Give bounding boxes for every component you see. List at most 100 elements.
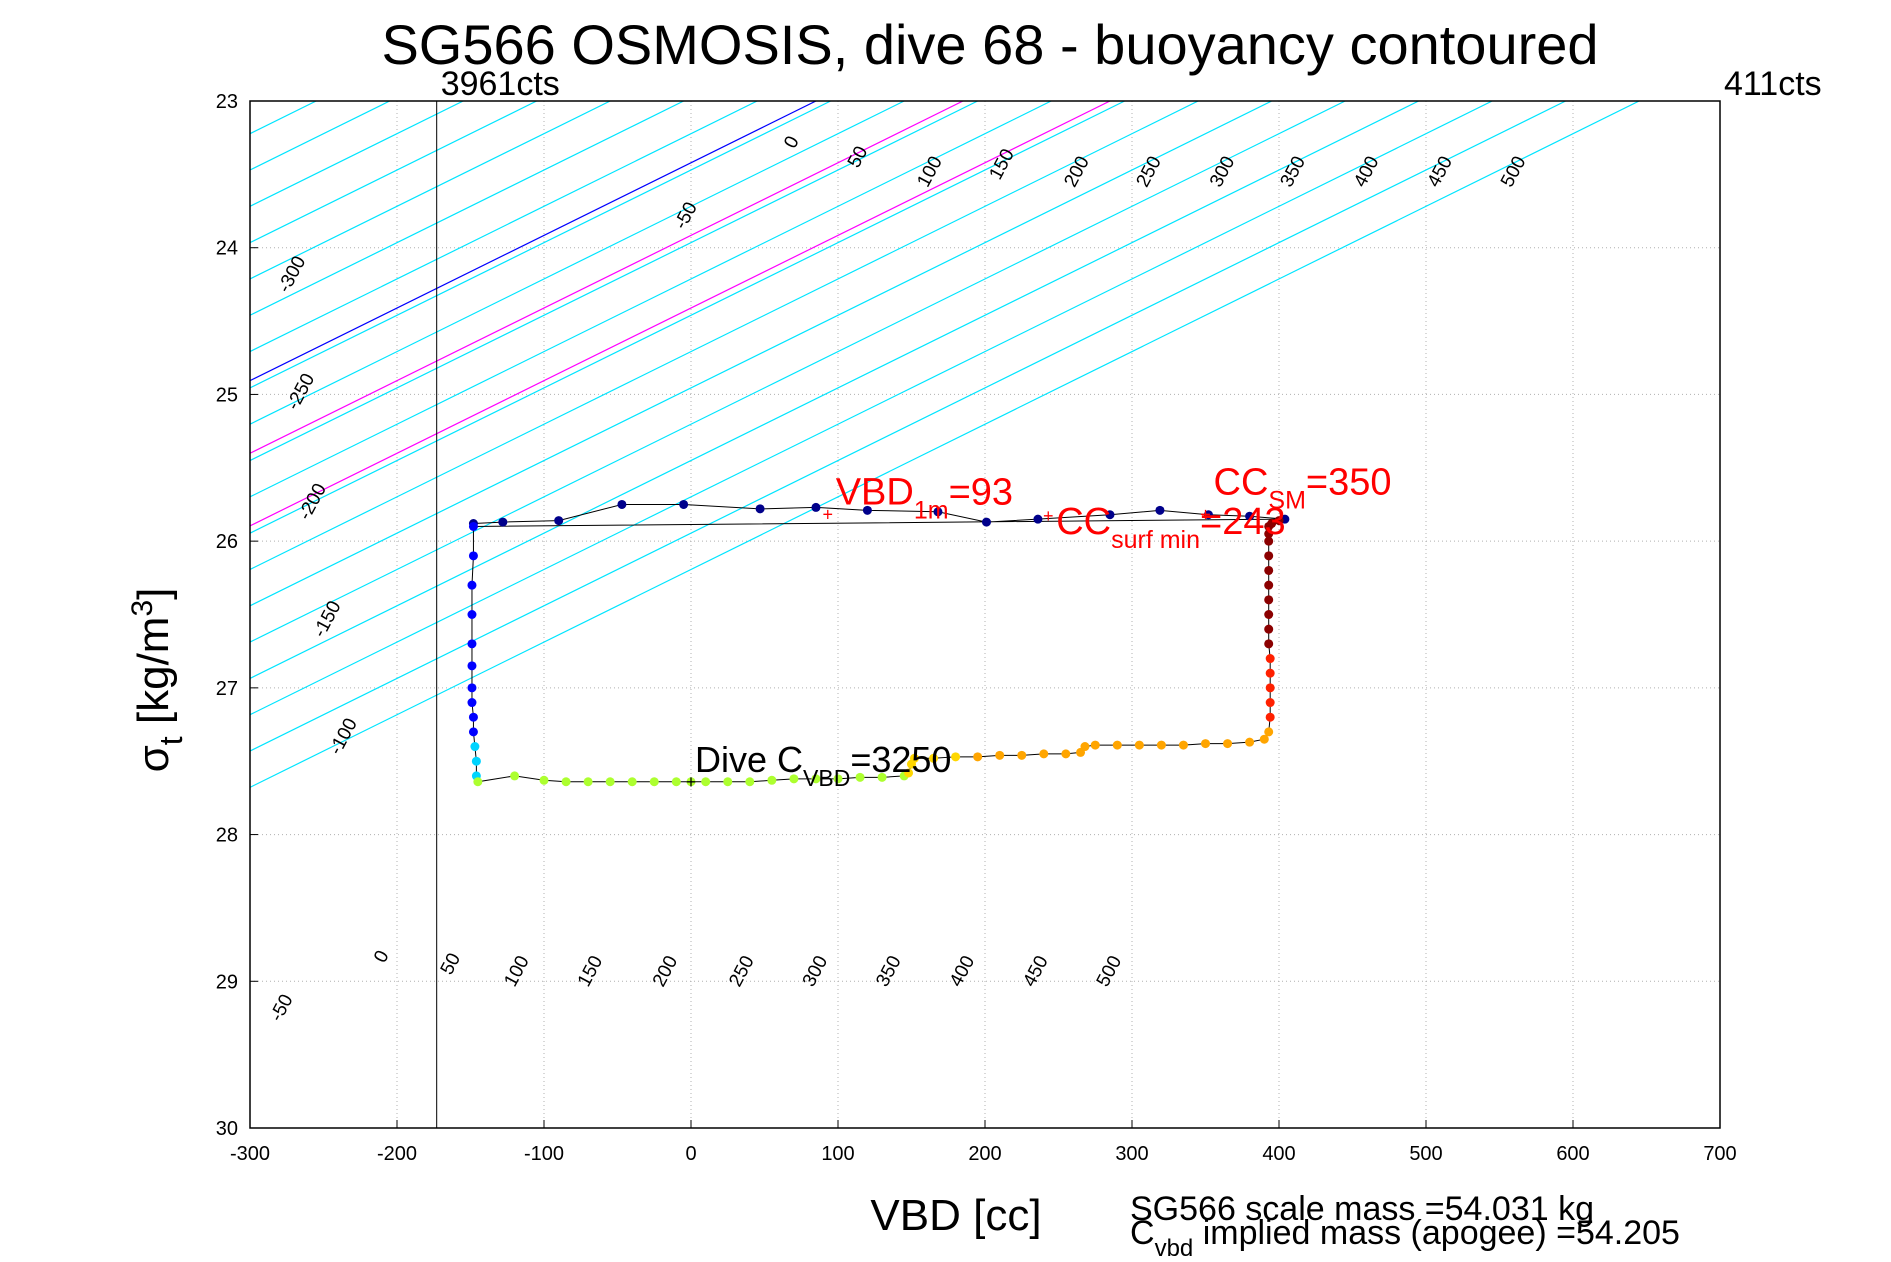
data-point: [561, 777, 571, 787]
data-point: [467, 683, 477, 693]
annotations: +VBD1m=93+ CCsurf min=243+CCSM=350+Dive C…: [686, 462, 1392, 792]
contour-line: [250, 101, 611, 280]
data-point: [745, 777, 755, 787]
data-point: [471, 756, 481, 766]
data-point: [467, 580, 477, 590]
y-axis-label: σt [kg/m3]: [126, 588, 189, 773]
contour-line-magenta: [250, 101, 1111, 527]
annotation-vbd1m: VBD1m=93: [836, 472, 1013, 525]
data-point: [833, 774, 843, 784]
data-point: [811, 774, 821, 784]
data-point: [1264, 529, 1274, 539]
data-point: [468, 521, 478, 531]
contour-line: [250, 101, 758, 353]
data-point: [583, 777, 593, 787]
data-point: [467, 639, 477, 649]
y-tick-label: 25: [216, 384, 238, 406]
x-tick-label: 100: [821, 1143, 854, 1165]
x-tick-label: 700: [1703, 1143, 1736, 1165]
data-point: [468, 712, 478, 722]
contour-line: [250, 101, 831, 389]
data-point: [723, 777, 733, 787]
axis-ticks: -300 -200 -100 0 100 200 300 400 500 600 700 23 24 25…: [216, 91, 1737, 1165]
data-point: [1267, 519, 1277, 529]
data-point: [470, 742, 480, 752]
y-axis-label-sup: 3: [126, 600, 159, 617]
data-point: [468, 551, 478, 561]
contour-line: [250, 101, 1052, 498]
data-point: [679, 499, 689, 509]
data-point: [789, 774, 799, 784]
y-tick-label: 30: [216, 1118, 238, 1140]
data-point: [1155, 505, 1165, 515]
data-point: [1264, 610, 1274, 619]
contour-line-magenta: [250, 101, 964, 454]
data-point: [981, 517, 991, 527]
contour-line: [250, 101, 905, 425]
data-point: [862, 505, 872, 515]
y-axis-label-close: ]: [129, 588, 178, 600]
y-axis-label-main: σ: [129, 745, 178, 772]
data-point: [1265, 712, 1275, 722]
data-point: [539, 775, 549, 785]
x-tick-label: -200: [377, 1143, 417, 1165]
data-point: [1090, 740, 1100, 750]
data-point: [605, 777, 615, 787]
data-point: [1264, 624, 1274, 634]
data-point: [811, 502, 821, 512]
contour-line: [250, 101, 978, 462]
data-point: [1264, 595, 1274, 605]
data-point: [467, 698, 477, 708]
data-point: [671, 777, 681, 787]
data-point: [933, 507, 943, 517]
contour-line: [250, 101, 1493, 716]
data-point: [1265, 683, 1275, 693]
y-axis-label-sub: t: [153, 736, 189, 745]
x-tick-label: -100: [524, 1143, 564, 1165]
data-point: [1245, 511, 1255, 521]
data-point: [1033, 514, 1043, 524]
data-point: [1223, 739, 1233, 749]
data-point: [473, 777, 483, 787]
data-point: [951, 752, 961, 762]
data-point: [1265, 654, 1275, 664]
data-point: [1265, 668, 1275, 678]
data-point: [617, 499, 627, 509]
y-tick-label: 26: [216, 531, 238, 553]
y-tick-label: 28: [216, 825, 238, 847]
data-point: [909, 753, 919, 763]
data-point: [1264, 551, 1274, 561]
contour-line: [0, 101, 22, 1128]
count-line-label: 3961cts: [441, 65, 560, 103]
x-tick-label: -300: [230, 1143, 270, 1165]
data-point: [855, 772, 865, 782]
y-tick-label: 23: [216, 91, 238, 113]
data-point: [767, 775, 777, 785]
data-point: [1134, 740, 1144, 750]
x-tick-label: 500: [1409, 1143, 1442, 1165]
dive-profile: [467, 499, 1290, 787]
contour-line: [0, 101, 243, 1128]
annotation-marker: +: [686, 772, 697, 792]
data-point: [1245, 737, 1255, 747]
x-tick-label: 200: [968, 1143, 1001, 1165]
annotation-marker: +: [1200, 505, 1211, 525]
contour-line: [0, 101, 96, 1128]
data-point: [904, 768, 914, 778]
data-point: [467, 610, 477, 619]
data-point: [973, 752, 983, 762]
data-point: [649, 777, 659, 787]
data-point: [995, 750, 1005, 760]
data-point: [755, 504, 765, 514]
data-point: [627, 777, 637, 787]
data-point: [1080, 742, 1090, 752]
contour-line: [250, 101, 684, 316]
data-point: [1156, 740, 1166, 750]
x-tick-label: 400: [1262, 1143, 1295, 1165]
contour-line: [250, 101, 1419, 680]
implied-mass-note: Cvbd implied mass (apogee) =54.205: [1130, 1214, 1680, 1262]
contour-line: [250, 101, 1199, 571]
data-point: [1039, 749, 1049, 759]
